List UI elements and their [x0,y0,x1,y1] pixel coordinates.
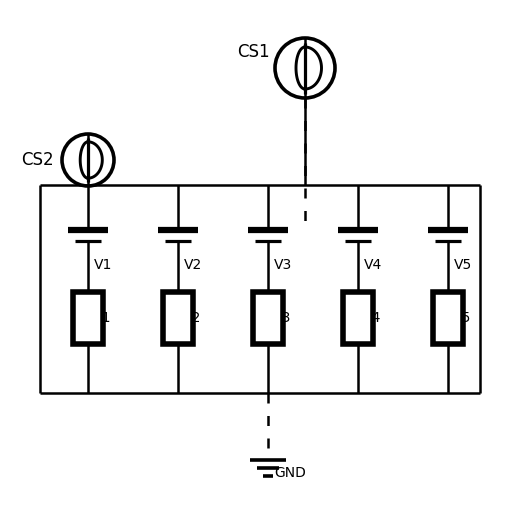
Bar [253,292,283,344]
Bar [73,292,103,344]
Text: R2: R2 [183,311,201,325]
Text: CS2: CS2 [21,151,54,169]
Bar [433,292,463,344]
Text: V4: V4 [364,258,383,272]
Text: V2: V2 [184,258,202,272]
Bar [343,292,373,344]
Text: V3: V3 [274,258,292,272]
Bar [163,292,193,344]
Text: R4: R4 [363,311,381,325]
Text: R5: R5 [453,311,471,325]
Text: R3: R3 [273,311,291,325]
Text: V1: V1 [94,258,113,272]
Text: GND: GND [274,466,306,480]
Text: R1: R1 [93,311,112,325]
Text: V5: V5 [454,258,472,272]
Text: CS1: CS1 [237,43,270,61]
